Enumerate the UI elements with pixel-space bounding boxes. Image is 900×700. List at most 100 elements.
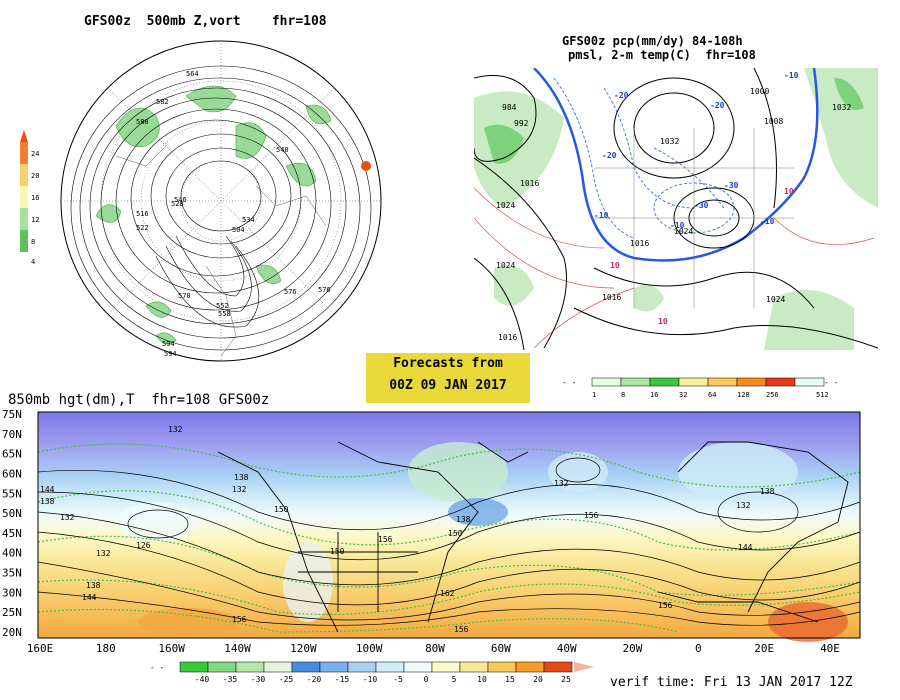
vort-legend-swatch — [20, 164, 28, 186]
temp-legend-label: -10 — [363, 675, 378, 684]
contour-label: 534 — [242, 216, 255, 224]
temp-legend: - - -40 -35 -30 -25 -20 -15 -10 -5 0 5 10 15 20 25 — [150, 661, 594, 684]
height-label: 150 — [274, 505, 289, 514]
temp-legend-label: 10 — [477, 675, 487, 684]
panel-pcp-title-line1: GFS00z pcp(mm/dy) 84-108h — [562, 34, 743, 48]
lat-label: 35N — [2, 567, 22, 580]
isobar-label: 992 — [514, 119, 529, 128]
height-label: 132 — [96, 549, 111, 558]
lat-label: 25N — [2, 606, 22, 619]
lon-label: 180 — [96, 642, 116, 655]
lon-label: 60W — [491, 642, 511, 655]
temp-legend-swatch — [291, 661, 321, 673]
contour-label: 564 — [186, 70, 199, 78]
lon-label: 80W — [425, 642, 445, 655]
coastlines-850 — [217, 441, 849, 633]
contour-label: 576 — [318, 286, 331, 294]
lon-label: 0 — [695, 642, 702, 655]
contour-label: 588 — [136, 118, 149, 126]
height-label: 156 — [454, 625, 469, 634]
temp-legend-label: -30 — [251, 675, 266, 684]
temp-legend-label: 25 — [561, 675, 571, 684]
pcp-legend-swatch — [794, 377, 825, 387]
contour-labels: 564 582 540 588 546 516 522 528 504 534 … — [136, 70, 331, 358]
pcp-legend-swatch — [649, 377, 680, 387]
height-label: 132 — [736, 501, 751, 510]
temp-label: -10 — [594, 211, 609, 220]
temp-label: -10 — [784, 71, 799, 80]
height-label: 138 — [234, 473, 249, 482]
height-label: 138 — [86, 581, 101, 590]
temp-label: -20 — [710, 101, 725, 110]
contour-label: 558 — [218, 310, 231, 318]
isobar-label: 984 — [502, 103, 517, 112]
precip-shading-heavy — [484, 78, 864, 164]
temp-label: -20 — [602, 151, 617, 160]
pcp-legend-swatch — [620, 377, 651, 387]
contour-label: 528 — [171, 200, 184, 208]
isobar-label: 1024 — [496, 201, 515, 210]
lat-label: 30N — [2, 586, 22, 599]
lat-label: 55N — [2, 487, 22, 500]
temp-legend-swatch — [515, 661, 545, 673]
pcp-legend-swatch — [736, 377, 767, 387]
vort-legend: 24 20 16 12 8 4 — [20, 130, 39, 266]
contour-label: 540 — [276, 146, 289, 154]
pcp-legend-swatch — [707, 377, 738, 387]
contour-label: 546 — [174, 196, 187, 204]
isobar-label: 1016 — [602, 293, 621, 302]
pcp-legend-swatch — [765, 377, 796, 387]
temp-legend-label: -20 — [307, 675, 322, 684]
temp-label: 10 — [658, 317, 668, 326]
contour-label: 570 — [178, 292, 191, 300]
vort-legend-swatch — [20, 230, 28, 252]
contour-label: 594 — [164, 350, 177, 358]
temp-legend-label: -15 — [335, 675, 350, 684]
lat-label: 45N — [2, 527, 22, 540]
vort-legend-label: 4 — [31, 258, 35, 266]
lon-label: 20W — [623, 642, 643, 655]
pcp-legend-label: 256 — [766, 391, 779, 399]
coastlines — [115, 145, 327, 357]
contour-label: 576 — [284, 288, 297, 296]
temp-label: -10 — [760, 217, 775, 226]
freezing-line — [533, 68, 819, 262]
height-label: 150 — [330, 547, 345, 556]
lat-label: 40N — [2, 547, 22, 560]
pcp-legend-swatch — [591, 377, 622, 387]
temp-legend-swatch — [403, 661, 433, 673]
lat-label: 50N — [2, 507, 22, 520]
contour-label: 516 — [136, 210, 149, 218]
height-label: 162 — [440, 589, 455, 598]
height-label: 144 — [738, 543, 753, 552]
temp-legend-label: -35 — [223, 675, 238, 684]
lon-label: 160E — [27, 642, 54, 655]
pcp-legend-label: 16 — [650, 391, 658, 399]
pcp-legend-right-arrow: - - — [824, 378, 838, 387]
height-label: 138 — [760, 487, 775, 496]
lat-label: 70N — [2, 428, 22, 441]
temp-legend-label: -5 — [393, 675, 403, 684]
contour-label: 552 — [216, 302, 229, 310]
panel-pcp-title-line2: pmsl, 2-m temp(C) fhr=108 — [568, 48, 756, 62]
isobar-label: 1008 — [764, 117, 783, 126]
lon-label: 140W — [224, 642, 251, 655]
isobar-label: 1024 — [766, 295, 785, 304]
temp-legend-swatch — [347, 661, 377, 673]
isobar-label: 1016 — [630, 239, 649, 248]
isobar-label: 1032 — [832, 103, 851, 112]
lat-label: 60N — [2, 467, 22, 480]
isobar-labels: 984 992 1016 1024 1024 1032 1016 1024 10… — [496, 87, 851, 342]
pcp-legend-label: 512 — [816, 391, 829, 399]
lon-label: 160W — [158, 642, 185, 655]
temp-legend-swatch — [179, 661, 209, 673]
isobar-label: 1032 — [660, 137, 679, 146]
vorticity-shading — [95, 85, 332, 345]
lon-label: 120W — [290, 642, 317, 655]
height-label: 156 — [658, 601, 673, 610]
temp-label: -20 — [614, 91, 629, 100]
isobars — [474, 68, 878, 350]
temp-legend-swatch — [375, 661, 405, 673]
temp-legend-swatch — [235, 661, 265, 673]
height-contours — [70, 65, 372, 351]
